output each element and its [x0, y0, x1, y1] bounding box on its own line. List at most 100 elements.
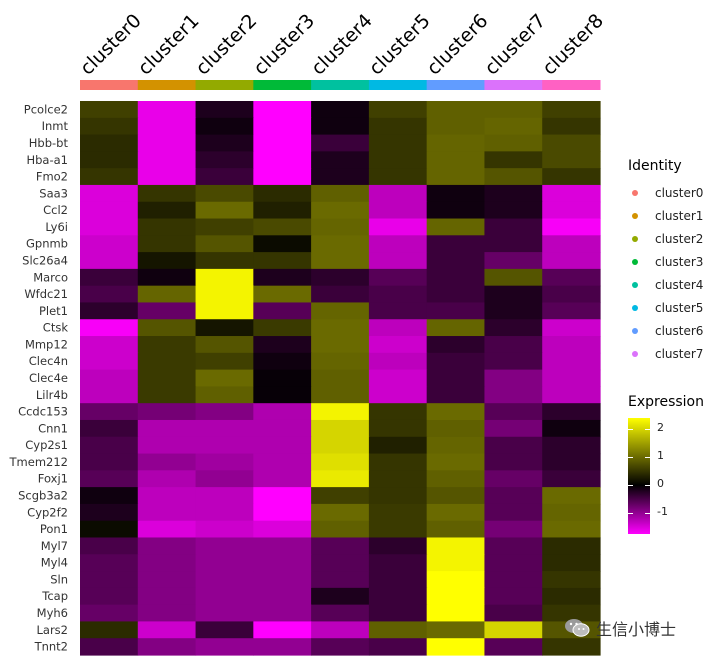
heatmap-cell-Ly6i-cluster6: [426, 218, 486, 236]
heatmap-cell-Hbb-bt-cluster3: [253, 134, 312, 152]
heatmap-cell-Myl7-cluster5: [368, 537, 428, 555]
heatmap-cell-Clec4n-cluster3: [253, 352, 312, 371]
heatmap-cell-Tmem212-cluster3: [253, 453, 312, 471]
heatmap-cell-Gpnmb-cluster3: [253, 235, 312, 253]
heatmap-cell-Clec4n-cluster0: [80, 352, 139, 371]
gene-label-Foxj1: Foxj1: [38, 472, 68, 486]
gene-label-Clec4e: Clec4e: [29, 371, 68, 385]
heatmap-cell-Pon1-cluster7: [484, 520, 543, 539]
heatmap-cell-Tcap-cluster2: [195, 587, 254, 606]
colorbar-tick-mark: [628, 485, 633, 487]
heatmap-cell-Hba-a1-cluster7: [484, 151, 543, 169]
heatmap-cell-Ly6i-cluster3: [253, 218, 312, 236]
heatmap-cell-Pcolce2-cluster0: [80, 101, 139, 119]
heatmap-cell-Ctsk-cluster7: [484, 319, 543, 337]
heatmap-cell-Myl4-cluster2: [195, 554, 254, 572]
heatmap-cell-Mmp12-cluster6: [426, 336, 486, 354]
heatmap-cell-Hba-a1-cluster8: [542, 151, 601, 169]
cluster-color-bar-cluster3: [253, 80, 312, 90]
gene-label-Marco: Marco: [33, 270, 68, 284]
heatmap-cell-Fmo2-cluster3: [253, 168, 312, 186]
heatmap-cell-Marco-cluster3: [253, 268, 312, 287]
heatmap-cell-Tcap-cluster0: [80, 587, 139, 606]
heatmap-cell-Gpnmb-cluster1: [137, 235, 197, 253]
heatmap-cell-Sln-cluster1: [137, 571, 197, 589]
colorbar-tick-mark: [645, 513, 650, 515]
heatmap-cell-Lars2-cluster2: [195, 621, 254, 639]
heatmap-cell-Pon1-cluster2: [195, 520, 254, 539]
heatmap-cell-Tnnt2-cluster4: [311, 638, 370, 656]
heatmap-cell-Pcolce2-cluster4: [311, 101, 370, 119]
heatmap-cell-Ccdc153-cluster0: [80, 403, 139, 421]
heatmap-cell-Inmt-cluster7: [484, 117, 543, 136]
heatmap-cell-Clec4e-cluster4: [311, 369, 370, 387]
heatmap-cell-Tcap-cluster6: [426, 587, 486, 606]
heatmap-cell-Cyp2s1-cluster4: [311, 436, 370, 455]
heatmap-cell-Tnnt2-cluster0: [80, 638, 139, 656]
colorbar-tick-label: 0: [657, 477, 664, 491]
heatmap-cell-Clec4e-cluster1: [137, 369, 197, 387]
heatmap-cell-Ccl2-cluster0: [80, 201, 139, 220]
legend-dot-icon: [632, 328, 638, 334]
heatmap-cell-Plet1-cluster7: [484, 302, 543, 320]
heatmap-cell-Hbb-bt-cluster8: [542, 134, 601, 152]
heatmap-cell-Myh6-cluster5: [368, 604, 428, 623]
expression-legend-title: Expression: [628, 394, 704, 410]
cluster-label-cluster7: cluster7: [480, 10, 550, 80]
heatmap-cell-Mmp12-cluster5: [368, 336, 428, 354]
cluster-label-cluster2: cluster2: [192, 10, 262, 80]
colorbar-tick-mark: [628, 457, 633, 459]
cluster-color-bar-cluster0: [80, 80, 139, 90]
heatmap-cell-Ly6i-cluster8: [542, 218, 601, 236]
heatmap-cell-Lars2-cluster4: [311, 621, 370, 639]
heatmap-cell-Cnn1-cluster8: [542, 419, 601, 438]
gene-label-Lilr4b: Lilr4b: [36, 388, 68, 402]
identity-legend-item-cluster3: cluster3: [632, 251, 703, 273]
gene-label-Hbb-bt: Hbb-bt: [29, 136, 69, 150]
identity-legend-item-cluster6: cluster6: [632, 320, 703, 342]
gene-label-Myh6: Myh6: [37, 606, 68, 620]
heatmap-cell-Lars2-cluster3: [253, 621, 312, 639]
gene-label-Sln: Sln: [50, 572, 68, 586]
heatmap-cell-Pcolce2-cluster6: [426, 101, 486, 119]
heatmap-cell-Wfdc21-cluster5: [368, 285, 428, 304]
heatmap-cell-Myh6-cluster4: [311, 604, 370, 623]
heatmap-cell-Myh6-cluster8: [542, 604, 601, 623]
colorbar-tick-label: 2: [657, 421, 664, 435]
heatmap-cell-Scgb3a2-cluster1: [137, 487, 197, 505]
heatmap-cell-Inmt-cluster6: [426, 117, 486, 136]
heatmap-cell-Pon1-cluster1: [137, 520, 197, 539]
heatmap-cell-Lilr4b-cluster0: [80, 386, 139, 404]
heatmap-cell-Sln-cluster7: [484, 571, 543, 589]
heatmap-cell-Pcolce2-cluster7: [484, 101, 543, 119]
identity-legend-item-cluster0: cluster0: [632, 182, 703, 204]
heatmap-cell-Saa3-cluster4: [311, 184, 370, 203]
heatmap-cell-Mmp12-cluster4: [311, 336, 370, 354]
colorbar-tick-mark: [628, 429, 633, 431]
heatmap-cell-Scgb3a2-cluster7: [484, 487, 543, 505]
heatmap-cell-Ctsk-cluster0: [80, 319, 139, 337]
heatmap-cell-Myl7-cluster8: [542, 537, 601, 555]
heatmap-cell-Cyp2s1-cluster0: [80, 436, 139, 455]
heatmap-cell-Tcap-cluster7: [484, 587, 543, 606]
gene-label-Tnnt2: Tnnt2: [34, 640, 68, 654]
heatmap-cell-Cyp2s1-cluster6: [426, 436, 486, 455]
identity-legend-label: cluster2: [655, 232, 704, 246]
cluster-color-bar-cluster5: [368, 80, 428, 90]
heatmap-cell-Cyp2s1-cluster3: [253, 436, 312, 455]
heatmap-cell-Myl4-cluster0: [80, 554, 139, 572]
heatmap-cell-Inmt-cluster0: [80, 117, 139, 136]
heatmap-cell-Tnnt2-cluster6: [426, 638, 486, 656]
heatmap-cell-Plet1-cluster1: [137, 302, 197, 320]
heatmap-cell-Cyp2f2-cluster6: [426, 503, 486, 522]
heatmap-cell-Clec4n-cluster1: [137, 352, 197, 371]
colorbar-tick-label: -1: [657, 505, 668, 519]
heatmap-cell-Wfdc21-cluster1: [137, 285, 197, 304]
heatmap-cell-Clec4n-cluster4: [311, 352, 370, 371]
heatmap-cell-Pcolce2-cluster1: [137, 101, 197, 119]
heatmap-cell-Cnn1-cluster7: [484, 419, 543, 438]
cluster-label-cluster1: cluster1: [134, 10, 204, 80]
heatmap-cell-Pcolce2-cluster8: [542, 101, 601, 119]
heatmap-cell-Gpnmb-cluster2: [195, 235, 254, 253]
heatmap-cell-Cnn1-cluster3: [253, 419, 312, 438]
